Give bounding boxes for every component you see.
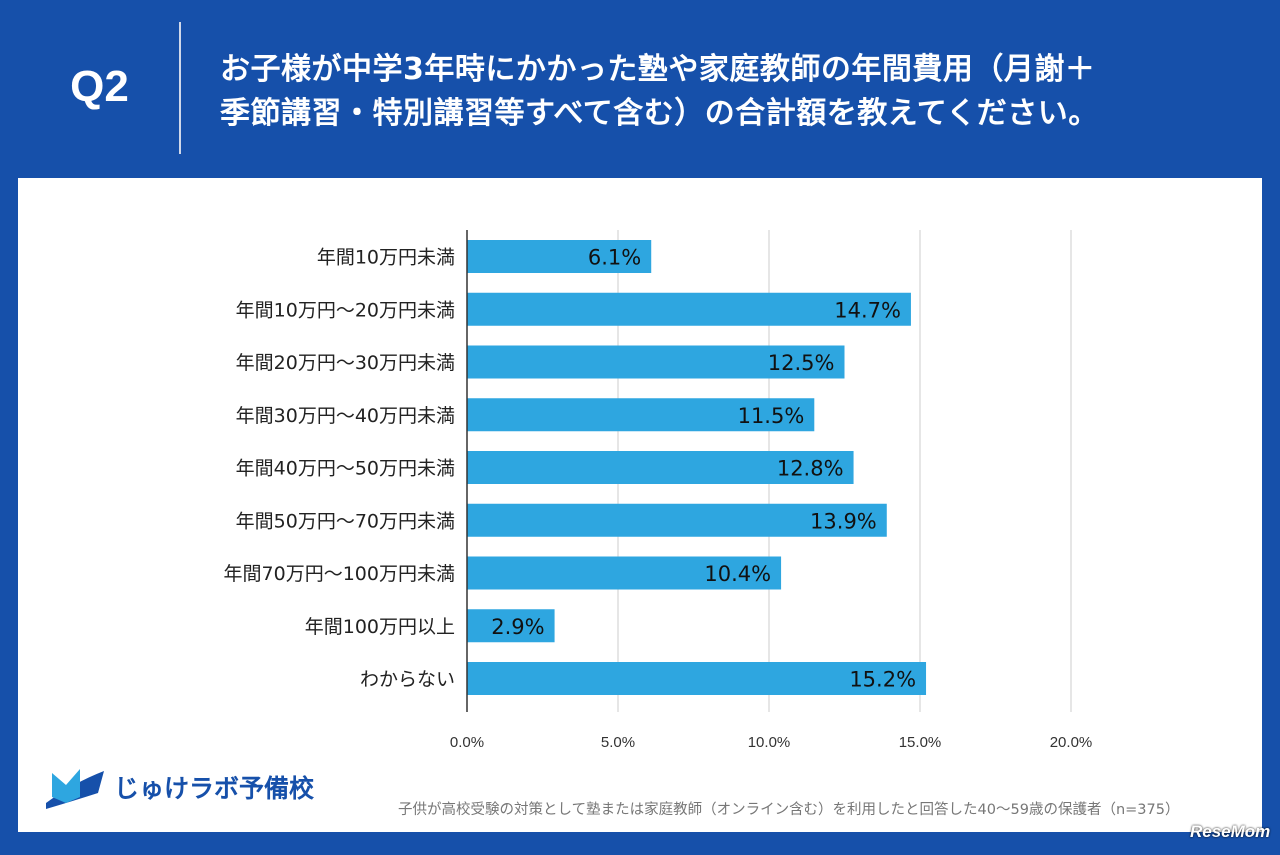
title-line-2: 季節講習・特別講習等すべて含む）の合計額を教えてください。 xyxy=(220,96,1099,131)
category-label: 年間100万円以上 xyxy=(305,616,455,638)
bar xyxy=(467,240,652,273)
x-tick-label: 0.0% xyxy=(450,734,484,751)
data-label: 6.1% xyxy=(588,246,641,270)
bar xyxy=(467,556,782,590)
x-tick-label: 15.0% xyxy=(899,734,942,751)
bar xyxy=(467,292,911,326)
logo-text: じゅけラボ予備校 xyxy=(114,774,315,803)
category-label: わからない xyxy=(360,669,455,691)
category-label: 年間20万円～30万円未満 xyxy=(236,352,455,374)
bar xyxy=(467,345,845,379)
data-label: 10.4% xyxy=(704,562,771,586)
category-label: 年間10万円～20万円未満 xyxy=(236,299,455,321)
category-label: 年間40万円～50万円未満 xyxy=(236,458,455,480)
x-tick-label: 10.0% xyxy=(748,734,791,751)
bar xyxy=(467,609,555,643)
logo: じゅけラボ予備校 xyxy=(38,763,314,811)
bar xyxy=(467,503,887,537)
data-label: 13.9% xyxy=(810,509,877,533)
bar xyxy=(467,662,927,695)
x-tick-label: 5.0% xyxy=(601,734,635,751)
data-label: 15.2% xyxy=(849,668,916,692)
data-label: 12.8% xyxy=(777,457,844,481)
data-label: 2.9% xyxy=(491,615,544,639)
data-label: 12.5% xyxy=(768,351,835,375)
category-label: 年間30万円～40万円未満 xyxy=(236,405,455,427)
category-label: 年間70万円～100万円未満 xyxy=(224,563,455,585)
title-line-1: お子様が中学3年時にかかった塾や家庭教師の年間費用（月謝＋ xyxy=(220,52,1096,87)
sample-note: 子供が高校受験の対策として塾または家庭教師（オンライン含む）を利用したと回答した… xyxy=(398,802,1180,818)
data-label: 11.5% xyxy=(738,404,805,428)
watermark: ReseMom xyxy=(1190,822,1271,841)
book-logo-icon xyxy=(46,769,104,809)
question-number: Q2 xyxy=(70,62,129,111)
divider xyxy=(179,22,181,154)
x-tick-label: 20.0% xyxy=(1050,734,1093,751)
category-label: 年間50万円～70万円未満 xyxy=(236,510,455,532)
data-label: 14.7% xyxy=(834,298,901,322)
bar xyxy=(467,451,854,484)
category-label: 年間10万円未満 xyxy=(317,247,455,269)
question-title: お子様が中学3年時にかかった塾や家庭教師の年間費用（月謝＋ 季節講習・特別講習等… xyxy=(220,48,1260,136)
bar xyxy=(467,398,815,432)
